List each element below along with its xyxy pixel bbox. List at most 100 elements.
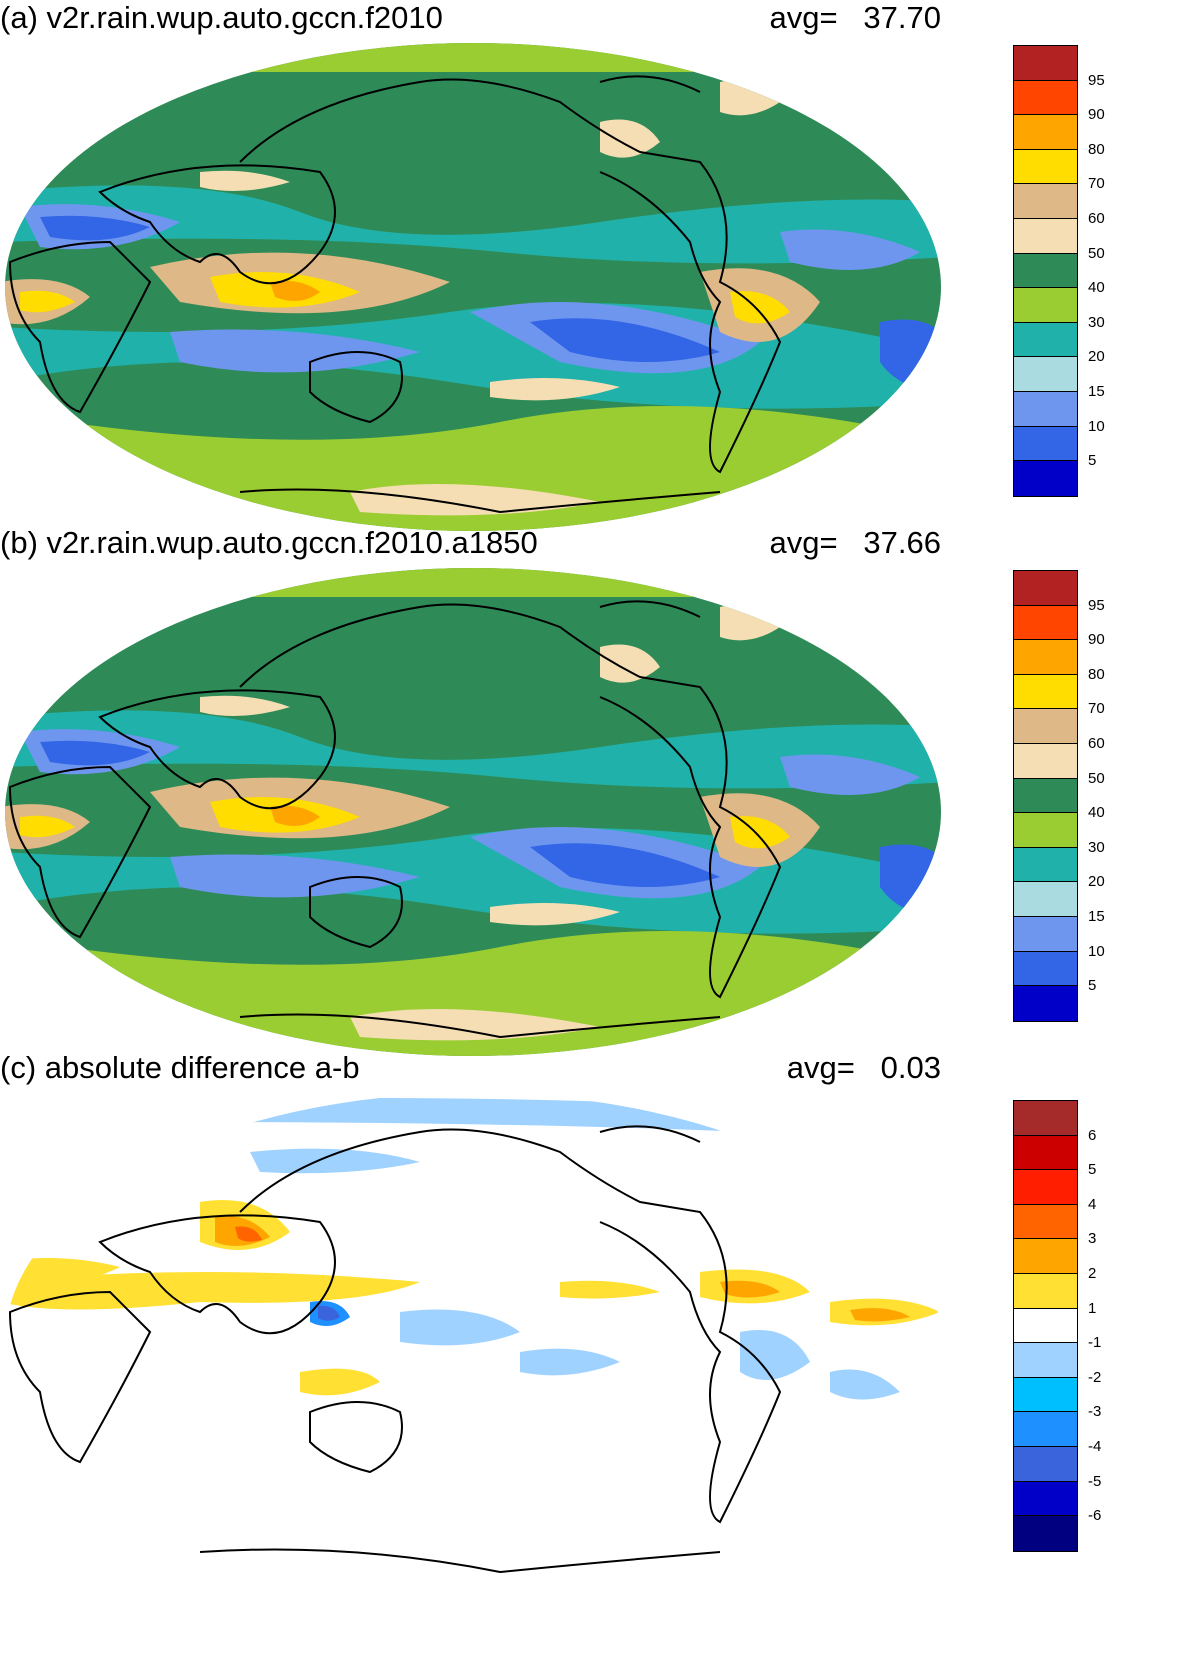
colorbar-label: -2 bbox=[1088, 1368, 1102, 1386]
panel-c: (c) absolute difference a-b avg= 0.03 bbox=[0, 1052, 1183, 1624]
colorbar-label: 10 bbox=[1088, 417, 1105, 435]
colorbar-box bbox=[1014, 149, 1077, 185]
rain-field bbox=[5, 43, 941, 531]
avg-value: 0.03 bbox=[880, 1050, 941, 1085]
colorbar-box bbox=[1014, 640, 1077, 675]
panel-b: (b) v2r.rain.wup.auto.gccn.f2010.a1850 a… bbox=[0, 527, 1183, 1099]
colorbar-box bbox=[1014, 46, 1077, 81]
colorbar-label: 15 bbox=[1088, 383, 1105, 400]
colorbar-box bbox=[1014, 426, 1077, 462]
colorbar-label: -6 bbox=[1088, 1507, 1102, 1525]
panel-average: avg= 37.66 bbox=[769, 527, 941, 558]
colorbar-box bbox=[1014, 778, 1077, 814]
colorbar-label: 10 bbox=[1088, 942, 1105, 960]
colorbar-label: -4 bbox=[1088, 1438, 1102, 1455]
colorbar-label: 1 bbox=[1088, 1299, 1097, 1317]
colorbar-box bbox=[1014, 605, 1077, 641]
difference-field bbox=[5, 1093, 941, 1591]
world-map bbox=[5, 568, 941, 1056]
colorbar-label: 40 bbox=[1088, 279, 1105, 297]
colorbar-label: 50 bbox=[1088, 769, 1105, 787]
colorbar-box bbox=[1014, 115, 1077, 150]
colorbar-box bbox=[1014, 1377, 1077, 1413]
colorbar-label: 90 bbox=[1088, 631, 1105, 649]
colorbar-box bbox=[1014, 743, 1077, 779]
world-map bbox=[5, 43, 941, 531]
colorbar-box bbox=[1014, 986, 1077, 1021]
colorbar-label: 70 bbox=[1088, 175, 1105, 193]
colorbar bbox=[1013, 570, 1078, 1022]
world-map bbox=[5, 1093, 941, 1591]
colorbar-label: 5 bbox=[1088, 452, 1097, 470]
colorbar-label: 4 bbox=[1088, 1195, 1097, 1213]
colorbar-box bbox=[1014, 882, 1077, 917]
avg-value: 37.70 bbox=[863, 0, 941, 35]
colorbar-box bbox=[1014, 461, 1077, 496]
panel-title: (b) v2r.rain.wup.auto.gccn.f2010.a1850 bbox=[0, 525, 538, 560]
colorbar-box bbox=[1014, 813, 1077, 848]
colorbar-box bbox=[1014, 288, 1077, 323]
colorbar-box bbox=[1014, 218, 1077, 254]
colorbar-box bbox=[1014, 1516, 1077, 1551]
colorbar-box bbox=[1014, 1239, 1077, 1274]
colorbar-box bbox=[1014, 1343, 1077, 1378]
colorbar-box bbox=[1014, 571, 1077, 606]
colorbar-box bbox=[1014, 80, 1077, 116]
panel-title: (a) v2r.rain.wup.auto.gccn.f2010 bbox=[0, 0, 443, 35]
colorbar-box bbox=[1014, 1481, 1077, 1517]
colorbar-label: 95 bbox=[1088, 596, 1105, 614]
colorbar bbox=[1013, 1100, 1078, 1552]
colorbar-box bbox=[1014, 1446, 1077, 1482]
colorbar-label: 2 bbox=[1088, 1265, 1097, 1282]
colorbar-box bbox=[1014, 357, 1077, 392]
colorbar-box bbox=[1014, 709, 1077, 744]
colorbar-box bbox=[1014, 674, 1077, 710]
colorbar-box bbox=[1014, 951, 1077, 987]
colorbar-box bbox=[1014, 391, 1077, 427]
colorbar-label: 30 bbox=[1088, 838, 1105, 856]
colorbar-label: 95 bbox=[1088, 71, 1105, 89]
rain-field bbox=[5, 568, 941, 1056]
colorbar-box bbox=[1014, 916, 1077, 952]
colorbar-label: 80 bbox=[1088, 665, 1105, 683]
colorbar-label: 15 bbox=[1088, 908, 1105, 925]
colorbar-label: 60 bbox=[1088, 210, 1105, 227]
avg-label: avg= bbox=[769, 525, 838, 560]
colorbar-label: 80 bbox=[1088, 140, 1105, 158]
colorbar-label: 70 bbox=[1088, 700, 1105, 718]
colorbar-label: 20 bbox=[1088, 348, 1105, 366]
colorbar-box bbox=[1014, 1101, 1077, 1136]
colorbar-label: 3 bbox=[1088, 1230, 1097, 1248]
avg-label: avg= bbox=[769, 0, 838, 35]
panel-title: (c) absolute difference a-b bbox=[0, 1050, 360, 1085]
colorbar-label: 5 bbox=[1088, 1161, 1097, 1179]
panel-average: avg= 0.03 bbox=[787, 1052, 941, 1083]
colorbar-box bbox=[1014, 1135, 1077, 1171]
colorbar-label: -3 bbox=[1088, 1403, 1102, 1421]
colorbar-box bbox=[1014, 1273, 1077, 1309]
colorbar-label: 30 bbox=[1088, 313, 1105, 331]
panel-a: (a) v2r.rain.wup.auto.gccn.f2010 avg= 37… bbox=[0, 2, 1183, 574]
colorbar-box bbox=[1014, 322, 1077, 358]
colorbar-label: 50 bbox=[1088, 244, 1105, 262]
colorbar-label: 40 bbox=[1088, 804, 1105, 822]
colorbar-label: 5 bbox=[1088, 977, 1097, 995]
panel-average: avg= 37.70 bbox=[769, 2, 941, 33]
colorbar-label: 60 bbox=[1088, 735, 1105, 752]
colorbar-label: 6 bbox=[1088, 1126, 1097, 1144]
colorbar-box bbox=[1014, 184, 1077, 219]
colorbar-box bbox=[1014, 1204, 1077, 1240]
colorbar-box bbox=[1014, 1412, 1077, 1447]
coastlines bbox=[8, 600, 782, 1039]
colorbar-label: -5 bbox=[1088, 1472, 1102, 1490]
colorbar bbox=[1013, 45, 1078, 497]
colorbar-label: 20 bbox=[1088, 873, 1105, 891]
avg-value: 37.66 bbox=[863, 525, 941, 560]
colorbar-box bbox=[1014, 847, 1077, 883]
colorbar-box bbox=[1014, 253, 1077, 289]
colorbar-label: 90 bbox=[1088, 106, 1105, 124]
avg-label: avg= bbox=[786, 1050, 855, 1085]
colorbar-box bbox=[1014, 1308, 1077, 1344]
colorbar-label: -1 bbox=[1088, 1334, 1102, 1352]
coastlines bbox=[8, 1125, 782, 1574]
